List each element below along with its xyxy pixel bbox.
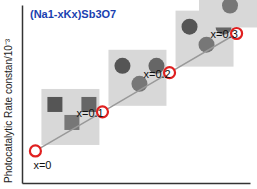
point-label: x=0.3 bbox=[211, 28, 238, 40]
point-label: x=0.2 bbox=[144, 68, 171, 80]
title: (Na1-xKx)Sb3O7 bbox=[30, 8, 116, 20]
chart: x=0 x=0.1 x=0.2 x=0.3 (Na1-xKx)Sb3O7 Photocat… bbox=[0, 0, 257, 189]
y-axis-title: Photocatalytic Rate constan/10⁻³ bbox=[3, 38, 14, 183]
rate-point bbox=[30, 145, 41, 156]
marks bbox=[30, 28, 242, 156]
tem-images bbox=[41, 0, 257, 145]
tem-particle bbox=[47, 97, 62, 112]
plot: x=0 x=0.1 x=0.2 x=0.3 bbox=[23, 0, 257, 184]
y-axis-line bbox=[22, 6, 24, 184]
tem-particle bbox=[182, 19, 198, 35]
tem-particle bbox=[114, 58, 130, 74]
x-axis bbox=[23, 183, 251, 184]
x-axis-line bbox=[23, 183, 251, 185]
point-label: x=0 bbox=[33, 159, 51, 171]
rate-line bbox=[35, 33, 236, 150]
tem-particle bbox=[222, 0, 238, 13]
tem-image bbox=[199, 0, 257, 27]
point-label: x=0.1 bbox=[76, 107, 103, 119]
y-axis bbox=[22, 6, 23, 184]
